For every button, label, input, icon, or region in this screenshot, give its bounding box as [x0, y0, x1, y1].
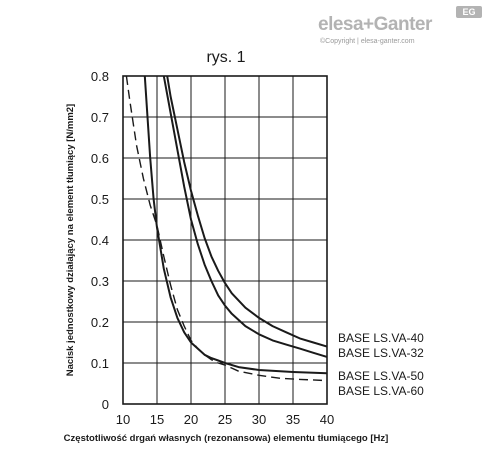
- brand-name: elesa+Ganter: [318, 14, 432, 35]
- series-line: [162, 75, 328, 358]
- series-label: BASE LS.VA-50: [338, 369, 424, 383]
- x-axis-title: Częstotliwość drgań własnych (rezonansow…: [64, 433, 389, 444]
- series-lines: [125, 75, 328, 382]
- brand-copyright: ©Copyright | elesa-ganter.com: [320, 38, 415, 45]
- chart-title: rys. 1: [206, 49, 245, 66]
- y-tick-label: 0.6: [91, 151, 109, 166]
- x-tick-label: 30: [252, 412, 266, 427]
- plot-frame: [122, 75, 328, 405]
- y-tick-label: 0.3: [91, 274, 109, 289]
- x-tick-label: 10: [116, 412, 130, 427]
- y-tick-label: 0.4: [91, 233, 109, 248]
- y-tick-label: 0.5: [91, 192, 109, 207]
- y-tick-label: 0.8: [91, 69, 109, 84]
- x-tick-labels: 10 15 20 25 30 35 40: [116, 412, 334, 427]
- y-tick-label: 0.2: [91, 315, 109, 330]
- x-tick-label: 35: [286, 412, 300, 427]
- y-tick-label: 0.1: [91, 356, 109, 371]
- y-tick-labels: 0 0.1 0.2 0.3 0.4 0.5 0.6 0.7 0.8: [91, 69, 109, 412]
- y-tick-label: 0.7: [91, 110, 109, 125]
- x-tick-label: 25: [218, 412, 232, 427]
- grid: [122, 75, 328, 405]
- y-axis-title: Nacisk jednostkowy działający na element…: [65, 104, 76, 376]
- series-line: [143, 75, 328, 375]
- x-tick-label: 20: [184, 412, 198, 427]
- series-label: BASE LS.VA-32: [338, 346, 424, 360]
- x-tick-label: 15: [150, 412, 164, 427]
- brand-badge: EG: [456, 6, 482, 18]
- x-tick-label: 40: [320, 412, 334, 427]
- series-label: BASE LS.VA-60: [338, 384, 424, 398]
- series-line: [125, 75, 328, 382]
- y-tick-label: 0: [102, 397, 109, 412]
- series-line: [166, 75, 328, 348]
- brand-logo: elesa+Ganter EG ©Copyright | elesa-gante…: [318, 6, 482, 50]
- series-label: BASE LS.VA-40: [338, 331, 424, 345]
